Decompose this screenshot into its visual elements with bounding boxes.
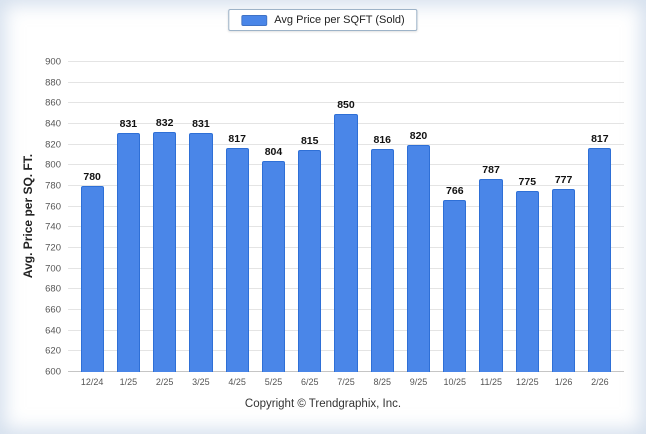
x-tick-label: 10/25 xyxy=(443,377,467,387)
bar-slot: 780 12/24 xyxy=(74,62,110,387)
x-tick-label: 4/25 xyxy=(228,377,246,387)
bar-value-label: 766 xyxy=(446,185,464,198)
bar-slot: 817 4/25 xyxy=(219,62,255,387)
bar-slot: 820 9/25 xyxy=(400,62,436,387)
bar-2/25: 832 xyxy=(153,117,177,372)
legend: Avg Price per SQFT (Sold) xyxy=(228,9,418,31)
x-tick-label: 12/25 xyxy=(516,377,539,387)
x-tick-label: 9/25 xyxy=(409,377,428,387)
bar-10/25: 766 xyxy=(443,185,467,372)
bar-6/25: 815 xyxy=(298,135,322,372)
legend-label: Avg Price per SQFT (Sold) xyxy=(274,14,405,26)
bar-slot: 815 6/25 xyxy=(292,62,328,387)
x-tick-label: 11/25 xyxy=(480,377,502,387)
bar-value-label: 817 xyxy=(228,132,246,145)
x-tick-label: 3/25 xyxy=(192,377,210,387)
bar-slot: 766 10/25 xyxy=(437,62,473,387)
x-tick-label: 7/25 xyxy=(337,377,355,387)
bar-11/25: 787 xyxy=(479,164,503,372)
y-tick-label: 640 xyxy=(45,325,61,337)
bar-value-label: 831 xyxy=(192,118,210,131)
bar-slot: 832 2/25 xyxy=(147,62,183,387)
bar-1/26: 777 xyxy=(551,174,576,372)
x-tick-label: 12/24 xyxy=(80,377,104,387)
bar-slot: 787 11/25 xyxy=(473,62,509,387)
y-tick-label: 880 xyxy=(45,77,61,89)
bar-value-label: 820 xyxy=(409,129,428,142)
bar-1/25: 831 xyxy=(116,118,140,372)
x-tick-label: 1/25 xyxy=(119,377,138,387)
y-tick-label: 760 xyxy=(45,201,61,213)
bar-8/25: 816 xyxy=(370,134,394,372)
x-tick-label: 2/26 xyxy=(591,377,609,387)
y-tick-label: 900 xyxy=(45,56,61,68)
y-tick-label: 800 xyxy=(45,159,61,171)
bar-slot: 831 1/25 xyxy=(110,62,146,387)
bar-slot: 804 5/25 xyxy=(255,62,291,387)
bar-value-label: 832 xyxy=(155,117,174,130)
plot-area: 600 620 640 660 680 700 720 740 760 780 800 820 840 8… xyxy=(45,57,624,387)
y-tick-label: 600 xyxy=(45,366,61,378)
y-tick-label: 820 xyxy=(45,139,61,151)
x-tick-label: 6/25 xyxy=(300,377,319,387)
bar-value-label: 804 xyxy=(264,146,283,159)
bar-value-label: 850 xyxy=(337,98,355,111)
bar-value-label: 775 xyxy=(518,176,537,189)
copyright: Copyright © Trendgraphix, Inc. xyxy=(244,398,402,410)
bar-value-label: 787 xyxy=(482,163,500,176)
bar-4/25: 817 xyxy=(225,133,249,372)
y-tick-label: 720 xyxy=(45,242,61,254)
y-tick-label: 620 xyxy=(45,345,61,357)
legend-swatch-icon xyxy=(241,14,268,26)
y-axis-title: Avg. Price per SQ. FT. xyxy=(21,153,35,279)
x-tick-label: 1/26 xyxy=(554,377,573,387)
bar-slot: 817 2/26 xyxy=(582,62,618,387)
y-tick-label: 740 xyxy=(45,221,61,233)
bar-value-label: 817 xyxy=(591,132,609,145)
y-tick-label: 660 xyxy=(45,304,61,316)
y-tick-label: 680 xyxy=(45,283,61,295)
bar-slot: 777 1/26 xyxy=(545,62,581,387)
y-tick-label: 860 xyxy=(45,97,61,109)
bar-12/25: 775 xyxy=(515,176,539,372)
bar-value-label: 815 xyxy=(300,134,319,147)
bar-slot: 831 3/25 xyxy=(183,62,219,387)
bar-value-label: 777 xyxy=(554,174,573,187)
bar-value-label: 780 xyxy=(83,171,101,183)
y-tick-label: 840 xyxy=(45,118,61,130)
bar-value-label: 831 xyxy=(119,118,138,131)
x-tick-label: 2/25 xyxy=(155,377,174,387)
y-tick-label: 700 xyxy=(45,263,61,275)
gridline xyxy=(68,61,624,62)
bar-slot: 850 7/25 xyxy=(328,62,364,387)
bar-series: 780 12/24 831 1/25 832 2/25 831 3/25 817 4/25 804 5… xyxy=(68,62,624,387)
bar-3/25: 831 xyxy=(189,118,213,372)
x-tick-label: 5/25 xyxy=(264,377,283,387)
gridline xyxy=(68,81,624,83)
bar-2/26: 817 xyxy=(588,133,612,372)
bar-7/25: 850 xyxy=(334,99,358,372)
gridline xyxy=(68,102,624,104)
bar-value-label: 816 xyxy=(373,133,392,146)
bar-9/25: 820 xyxy=(406,130,431,372)
bar-5/25: 804 xyxy=(261,146,286,372)
bar-slot: 775 12/25 xyxy=(509,62,545,387)
bar-12/24: 780 xyxy=(80,171,104,372)
x-tick-label: 8/25 xyxy=(373,377,392,387)
y-tick-label: 780 xyxy=(45,180,61,192)
bar-slot: 816 8/25 xyxy=(364,62,400,387)
